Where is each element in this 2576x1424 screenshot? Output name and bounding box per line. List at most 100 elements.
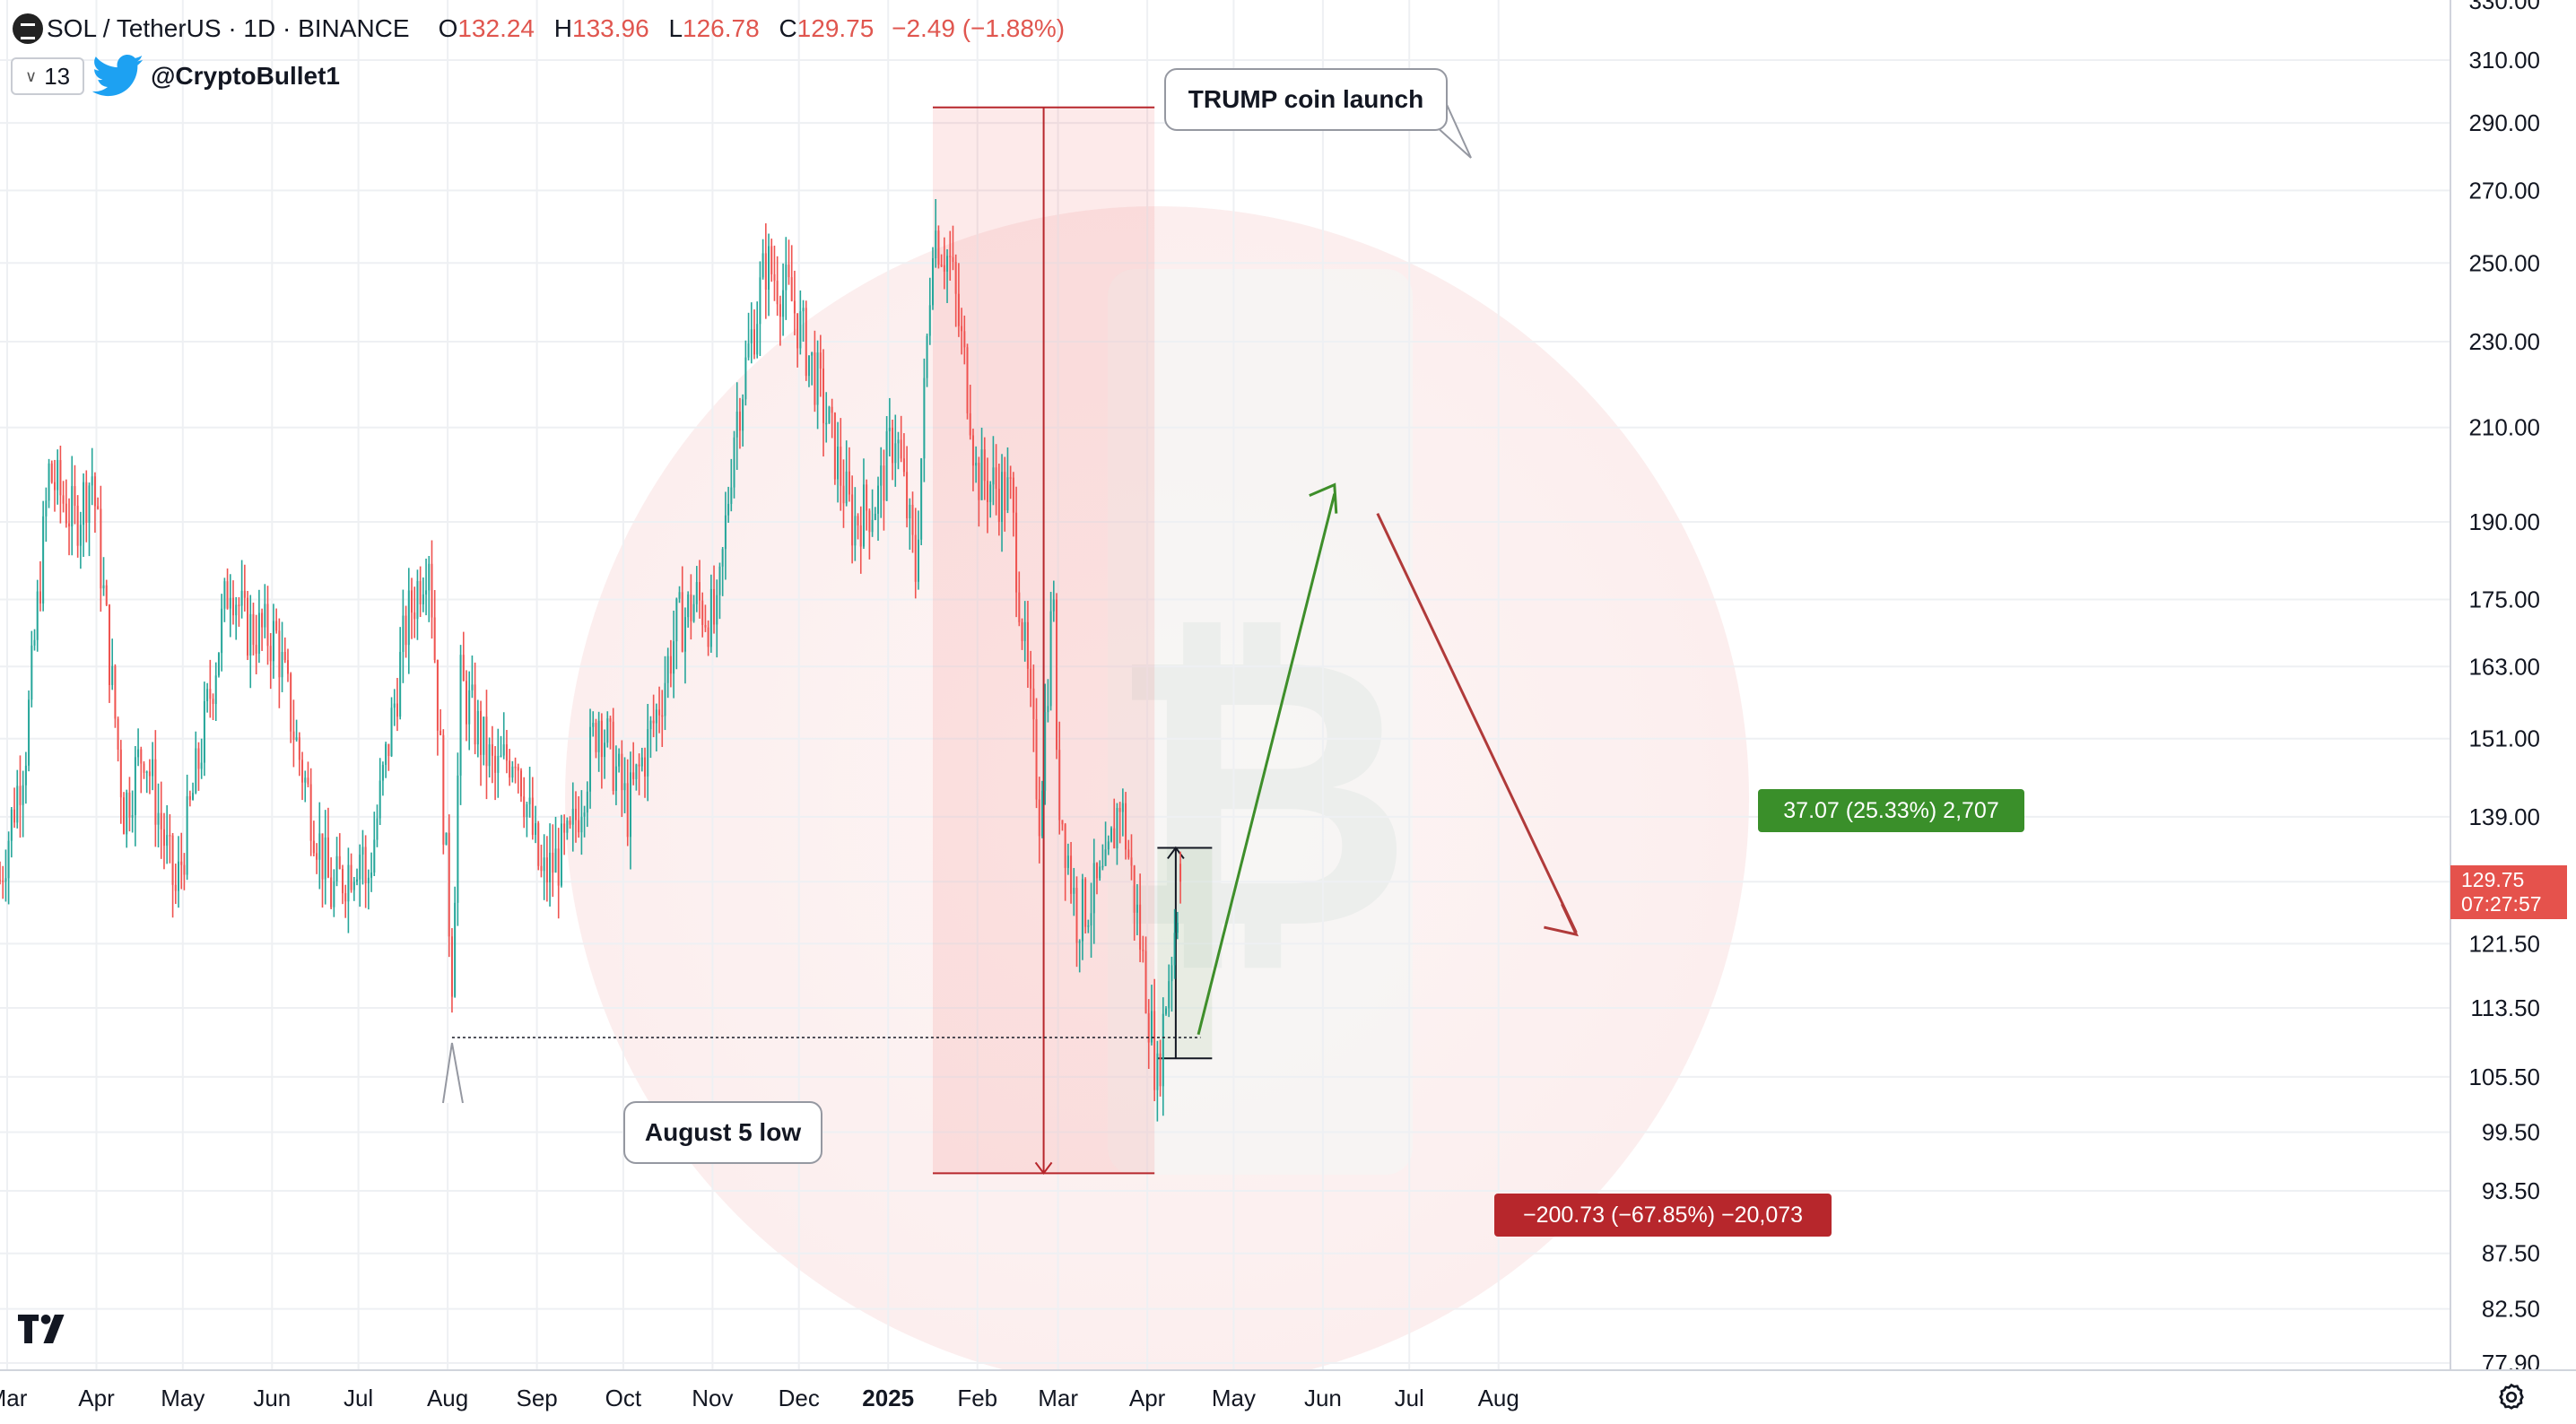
candle-body	[1061, 820, 1064, 825]
tradingview-logo[interactable]	[18, 1315, 75, 1343]
candle	[807, 355, 810, 387]
candle	[952, 225, 954, 271]
author-handle[interactable]: @CryptoBullet1	[151, 62, 340, 90]
candle-body	[692, 603, 695, 621]
candle	[203, 682, 205, 777]
candle	[592, 711, 595, 737]
candle	[957, 263, 960, 337]
candle	[756, 301, 759, 359]
candle	[318, 802, 321, 890]
candle-body	[1133, 865, 1136, 913]
candle-body	[926, 335, 928, 378]
candle	[997, 464, 1000, 536]
candle	[699, 560, 701, 619]
candle	[1066, 843, 1069, 875]
symbol-title[interactable]: SOL / TetherUS · 1D · BINANCE	[47, 14, 410, 42]
open-value: 132.24	[457, 14, 535, 42]
candle	[91, 447, 93, 506]
candle	[831, 398, 833, 438]
candle-body	[1081, 879, 1083, 942]
candle-body	[330, 877, 333, 907]
candle	[750, 302, 753, 364]
candle-body	[759, 277, 761, 325]
candle	[134, 746, 136, 847]
candle	[126, 789, 128, 848]
candle	[140, 746, 143, 794]
candle-body	[557, 848, 560, 886]
candle	[552, 824, 554, 898]
candle	[989, 481, 992, 518]
candle	[747, 312, 750, 360]
indicators-toggle[interactable]: ∨ 13	[11, 57, 85, 95]
candle	[356, 868, 359, 886]
candle-body	[549, 852, 552, 883]
candle	[57, 449, 59, 505]
price-tick-label: 151.00	[2468, 725, 2540, 752]
candle	[805, 300, 807, 381]
candle	[422, 577, 424, 612]
candle-body	[773, 274, 776, 282]
time-tick-label: Mar	[0, 1385, 28, 1411]
candle	[387, 743, 390, 771]
candle	[376, 804, 379, 847]
candle-body	[102, 585, 105, 589]
candle	[687, 591, 690, 628]
candle-body	[805, 308, 807, 377]
candle	[114, 664, 117, 728]
candle	[563, 814, 566, 855]
candle	[975, 446, 978, 483]
candle-body	[419, 580, 422, 604]
candle	[1075, 876, 1078, 968]
candle-body	[851, 494, 854, 546]
candle-body	[519, 770, 522, 797]
candle-body	[793, 300, 796, 314]
candle	[678, 586, 681, 603]
candle	[716, 579, 718, 658]
candle-body	[425, 590, 428, 595]
candle	[333, 869, 335, 917]
candle-body	[0, 880, 1, 881]
candle	[1058, 721, 1061, 835]
candle	[1004, 456, 1006, 532]
candle	[894, 414, 897, 487]
settings-icon[interactable]	[2495, 1381, 2528, 1413]
candle-body	[433, 617, 436, 660]
candle	[307, 761, 309, 787]
candle	[535, 805, 537, 844]
candle-body	[1026, 621, 1029, 669]
candle	[1139, 873, 1142, 962]
trump-callout[interactable]: TRUMP coin launch	[1164, 68, 1448, 131]
candle	[13, 787, 16, 829]
candle	[1061, 820, 1064, 831]
candle	[1133, 864, 1136, 942]
price-tick-label: 290.00	[2468, 109, 2540, 136]
candle	[324, 810, 326, 905]
candle	[917, 510, 919, 590]
candle-body	[892, 427, 894, 464]
august-callout[interactable]: August 5 low	[623, 1101, 822, 1164]
candle	[390, 697, 393, 758]
candle	[266, 586, 269, 665]
candle-body	[883, 465, 885, 501]
candle-body	[701, 600, 704, 625]
candle	[902, 433, 905, 477]
candle	[2, 865, 4, 899]
candle-body	[595, 723, 597, 752]
candle-body	[188, 795, 191, 800]
candle	[474, 662, 476, 755]
candle	[578, 795, 580, 838]
candle	[206, 682, 209, 713]
candle	[701, 592, 704, 638]
candle	[888, 397, 891, 456]
candle-body	[707, 627, 709, 647]
candle	[983, 437, 986, 500]
candle-body	[1162, 1013, 1164, 1087]
candle-body	[1099, 866, 1101, 879]
candle-body	[4, 878, 7, 882]
candle	[848, 447, 850, 502]
price-axis-bg	[2450, 0, 2576, 1370]
price-tick-label: 163.00	[2468, 653, 2540, 680]
candle-body	[212, 699, 214, 704]
close-value: 129.75	[796, 14, 875, 42]
